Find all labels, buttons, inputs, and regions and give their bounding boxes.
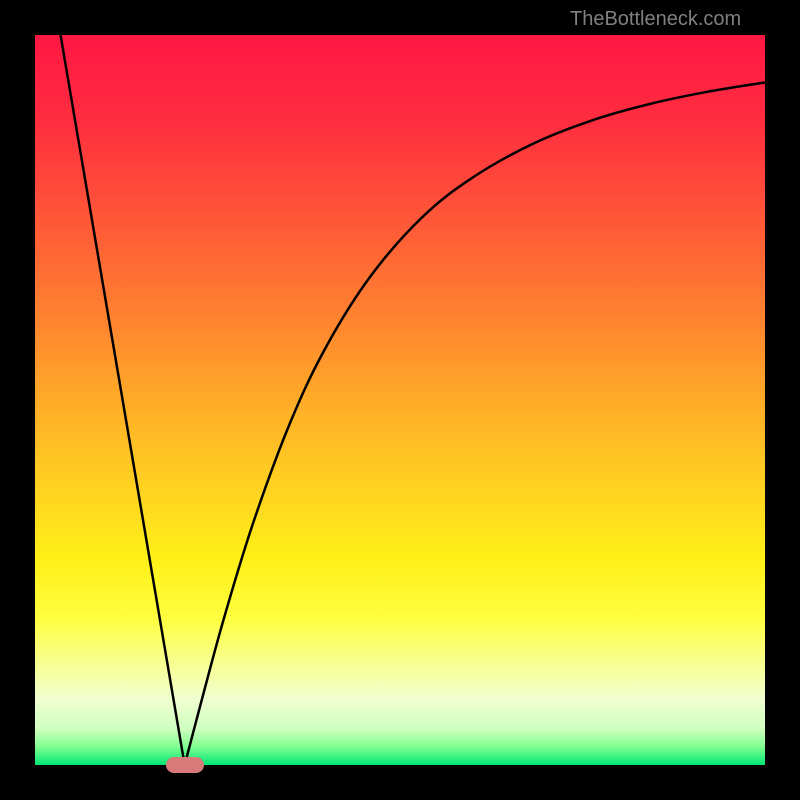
chart-container: TheBottleneck.com [0, 0, 800, 800]
plot-area [35, 35, 765, 765]
watermark-text: TheBottleneck.com [570, 8, 741, 31]
optimum-marker [166, 757, 204, 773]
bottleneck-curve [35, 35, 765, 765]
